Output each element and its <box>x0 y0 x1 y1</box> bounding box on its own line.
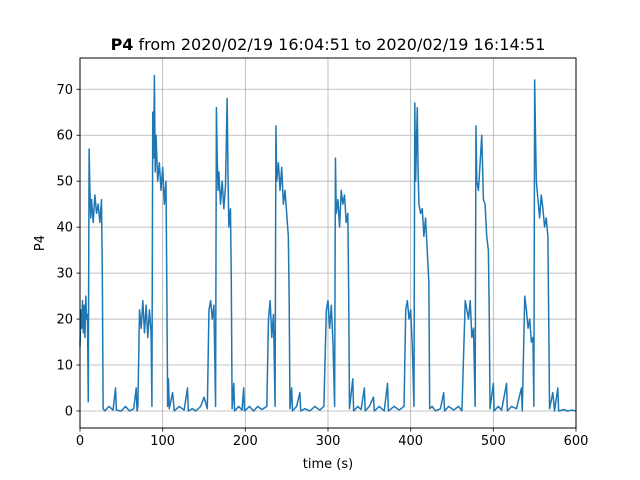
x-tick-label: 400 <box>398 434 423 449</box>
y-tick-label: 0 <box>65 404 73 419</box>
y-tick-label: 50 <box>56 175 73 190</box>
y-tick-label: 60 <box>56 129 73 144</box>
y-tick-label: 40 <box>56 221 73 236</box>
grid <box>79 58 577 428</box>
x-tick-label: 100 <box>150 434 175 449</box>
y-tick-label: 70 <box>56 83 73 98</box>
x-tick-label: 500 <box>481 434 506 449</box>
y-axis-label: P4 <box>33 235 48 251</box>
x-axis-label: time (s) <box>303 457 353 472</box>
series-line <box>79 74 577 412</box>
plot-area <box>79 74 577 412</box>
chart-title: P4 from 2020/02/19 16:04:51 to 2020/02/1… <box>111 35 546 54</box>
x-axis: 0 100 200 300 400 500 600 <box>76 428 589 449</box>
x-tick-label: 200 <box>233 434 258 449</box>
y-axis: 0 10 20 30 40 50 60 70 <box>56 83 80 419</box>
y-tick-label: 10 <box>56 359 73 374</box>
x-tick-label: 600 <box>564 434 589 449</box>
x-tick-label: 0 <box>76 434 84 449</box>
x-tick-label: 300 <box>316 434 341 449</box>
y-tick-label: 20 <box>56 313 73 328</box>
y-tick-label: 30 <box>56 267 73 282</box>
